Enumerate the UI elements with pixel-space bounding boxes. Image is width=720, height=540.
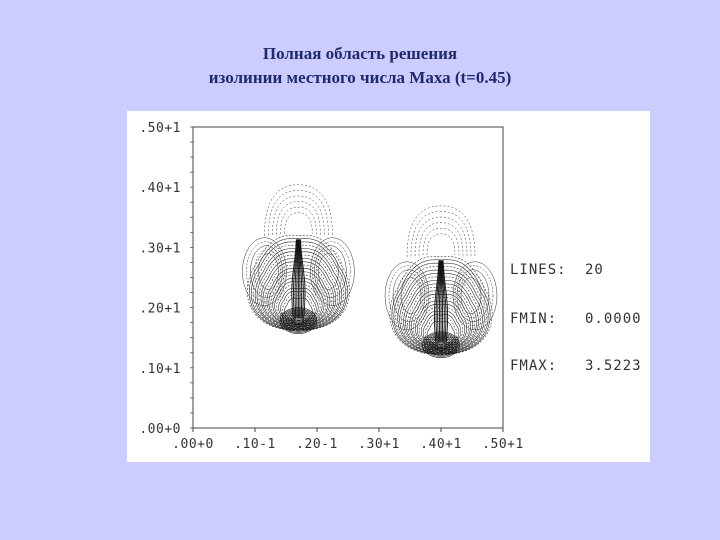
contour-plot: .00+0 .10-1 .20-1 .30+1 .40+1 .50+1 .50+1 .40+1… [139, 121, 642, 452]
y-tick-label: .30+1 [139, 241, 181, 256]
y-tick-label: .10+1 [139, 362, 181, 377]
isoline-dome [268, 190, 329, 236]
isoline-lobe [254, 249, 281, 294]
isoline-lobe [452, 261, 498, 330]
title-line-2: изолинии местного числа Маха (t=0.45) [208, 68, 512, 87]
isoline-dome [406, 205, 476, 257]
isoline-dome [276, 201, 321, 235]
y-tick-label: .50+1 [139, 121, 181, 136]
isoline-lobe [384, 261, 430, 330]
contour-family-2 [384, 205, 498, 358]
isoline-dome [418, 222, 464, 256]
isoline [247, 234, 350, 331]
isoline-lobe [458, 273, 486, 318]
isoline-dome [422, 227, 460, 256]
isoline-dome [426, 233, 456, 255]
isoline-stem [441, 260, 445, 343]
legend-lines-value: 20 [585, 262, 604, 278]
x-tick-label: .50+1 [482, 437, 524, 452]
x-tick-label: .10-1 [234, 437, 276, 452]
isoline-lobe [454, 265, 494, 326]
isoline-lobe [400, 277, 422, 314]
legend-fmin-value: 0.0000 [585, 311, 642, 327]
isoline-lobe [246, 241, 285, 302]
isoline-stem [291, 239, 297, 319]
title-line-1: Полная область решения [262, 44, 458, 63]
isoline [401, 276, 481, 352]
isoline [391, 259, 491, 355]
isoline-lobe [312, 241, 351, 302]
isoline-stem [433, 260, 440, 343]
isoline-lobe [258, 253, 279, 290]
y-tick-label: .00+0 [139, 422, 181, 437]
x-tick-label: .40+1 [420, 437, 462, 452]
isoline-dome [272, 195, 325, 235]
isoline-lobe [250, 245, 283, 298]
isoline-stem [435, 260, 440, 343]
contour-layer [242, 184, 498, 358]
isoline-lobe [456, 269, 490, 322]
isoline-stem [441, 260, 444, 343]
legend-fmax-value: 3.5223 [585, 358, 642, 374]
tick-layer: .00+0 .10-1 .20-1 .30+1 .40+1 .50+1 .50+1 .40+1… [139, 121, 523, 452]
isoline-lobe [460, 277, 482, 314]
y-tick-label: .40+1 [139, 181, 181, 196]
isoline-lobe [396, 273, 424, 318]
isoline-dome [410, 211, 472, 257]
contour-plot-panel: .00+0 .10-1 .20-1 .30+1 .40+1 .50+1 .50+1 .40+1… [127, 111, 650, 462]
isoline-stem [437, 260, 441, 343]
isoline-dome [264, 184, 333, 236]
isoline-stem [442, 260, 447, 343]
isoline-lobe [388, 265, 428, 326]
isoline-lobe [392, 269, 426, 322]
legend-fmin-label: FMIN: [510, 311, 557, 327]
isoline [419, 307, 463, 347]
isoline-lobe [318, 253, 339, 290]
isoline-stem [438, 260, 441, 343]
legend-lines-label: LINES: [510, 262, 567, 278]
x-tick-label: .20-1 [296, 437, 338, 452]
isoline [264, 264, 333, 326]
x-tick-label: .00+0 [172, 437, 214, 452]
isoline-stem [442, 260, 449, 343]
legend-fmax-label: FMAX: [510, 358, 557, 374]
isoline-lobe [242, 237, 287, 306]
isoline [248, 238, 348, 331]
isoline [389, 256, 493, 355]
isoline-dome [284, 212, 313, 234]
x-tick-label: .30+1 [358, 437, 400, 452]
isoline-lobe [314, 245, 347, 298]
isoline-core [279, 307, 318, 334]
isoline-stem [300, 239, 306, 319]
isoline-lobe [310, 237, 355, 306]
isoline-dome [280, 206, 317, 235]
contour-family-1 [242, 184, 355, 334]
y-tick-label: .20+1 [139, 302, 181, 317]
slide-title: Полная область решения изолинии местного… [0, 42, 720, 90]
isoline-core [422, 331, 460, 358]
isoline-lobe [316, 249, 343, 294]
isoline-dome [414, 216, 468, 257]
